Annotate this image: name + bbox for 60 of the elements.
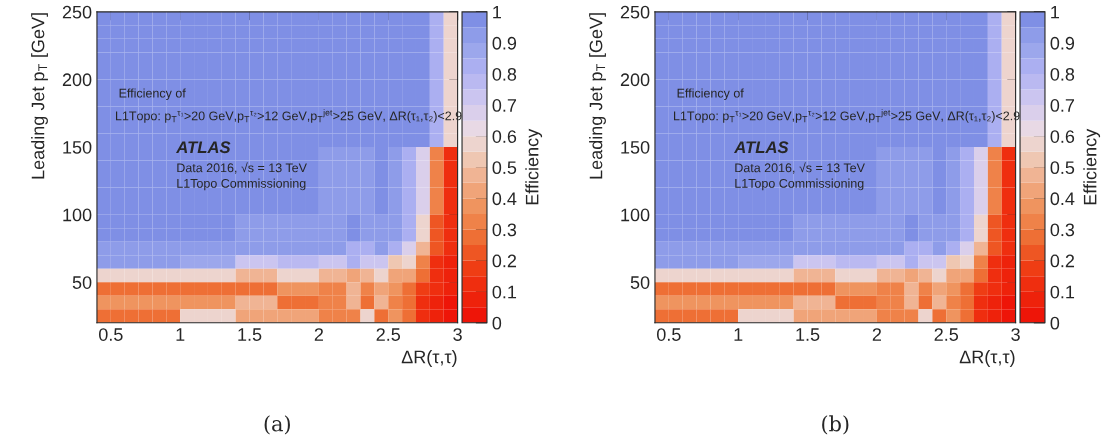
color-bar-label: 0.5 bbox=[1050, 161, 1075, 175]
color-bar-label: 0.2 bbox=[492, 254, 517, 268]
y-axis-title: Leading Jet p$_{T}$ [GeV] bbox=[31, 13, 48, 179]
x-tick-label: 3 bbox=[453, 328, 462, 341]
annotation: Efficiency of bbox=[677, 88, 744, 101]
color-bar-label: 0.4 bbox=[492, 192, 517, 206]
color-bar-label: 0.5 bbox=[492, 161, 517, 175]
color-bar-label: 0.9 bbox=[1050, 36, 1075, 50]
x-axis-title: ΔR(τ,τ) bbox=[401, 350, 457, 367]
x-tick-label: 1.5 bbox=[238, 328, 262, 341]
color-bar-label: 0.7 bbox=[492, 99, 517, 112]
y-tick-label: 200 bbox=[620, 73, 650, 87]
annotation: L1Topo Commissioning bbox=[735, 178, 864, 191]
color-bar-label: 1 bbox=[1051, 5, 1059, 19]
color-bar-title: Efficiency bbox=[525, 128, 543, 205]
annotation: Data 2016, √s = 13 TeV bbox=[735, 162, 865, 174]
y-tick-label: 150 bbox=[63, 140, 92, 154]
y-tick-label: 100 bbox=[63, 208, 92, 222]
x-tick-label: 3 bbox=[1011, 328, 1020, 341]
x-tick-label: 2.5 bbox=[934, 328, 959, 341]
y-tick-label: 250 bbox=[620, 5, 650, 19]
color-bar-label: 0.6 bbox=[1050, 130, 1075, 143]
color-bar-label: 0.3 bbox=[1050, 223, 1075, 237]
color-bar-label: 1 bbox=[493, 5, 501, 19]
color-bar-label: 0.1 bbox=[492, 285, 517, 299]
color-bar-label: 0.8 bbox=[1050, 67, 1075, 81]
x-tick-label: 2 bbox=[872, 328, 882, 341]
x-tick-label: 0.5 bbox=[98, 328, 123, 341]
color-bar-label: 0.9 bbox=[492, 36, 517, 50]
color-bar-label: 0.3 bbox=[492, 223, 517, 237]
color-bar-label: 0.6 bbox=[492, 130, 517, 143]
y-tick-label: 150 bbox=[621, 140, 650, 154]
color-bar-label: 0.2 bbox=[1050, 254, 1075, 268]
x-tick-label: 1 bbox=[734, 328, 743, 341]
color-bar-label: 0.8 bbox=[492, 67, 517, 81]
x-tick-label: 1 bbox=[176, 328, 185, 341]
annotation: ATLAS bbox=[175, 141, 231, 154]
color-bar-label: 0 bbox=[492, 316, 502, 330]
y-axis-title: Leading Jet p$_{T}$ [GeV] bbox=[589, 13, 606, 179]
text: (b) bbox=[822, 415, 849, 435]
color-bar-label: 0.1 bbox=[1050, 285, 1075, 299]
x-tick-label: 1.5 bbox=[796, 328, 820, 341]
color-bar-label: 0.7 bbox=[1050, 99, 1075, 112]
y-tick-label: 50 bbox=[630, 276, 650, 289]
x-tick-label: 0.5 bbox=[656, 328, 681, 341]
color-bar-label: 0.4 bbox=[1050, 192, 1075, 206]
text: (a) bbox=[264, 415, 290, 435]
color-bar-title: Efficiency bbox=[1083, 128, 1101, 205]
annotation: L1Topo Commissioning bbox=[177, 178, 306, 191]
y-tick-label: 250 bbox=[62, 5, 92, 19]
annotation: Data 2016, √s = 13 TeV bbox=[177, 162, 307, 174]
y-tick-label: 200 bbox=[62, 73, 92, 87]
annotation: ATLAS bbox=[733, 141, 789, 154]
y-tick-label: 50 bbox=[72, 276, 92, 289]
x-tick-label: 2.5 bbox=[376, 328, 401, 341]
color-bar-label: 0 bbox=[1050, 316, 1060, 330]
x-tick-label: 2 bbox=[314, 328, 324, 341]
y-tick-label: 100 bbox=[621, 208, 650, 222]
annotation: Efficiency of bbox=[119, 88, 186, 101]
x-axis-title: ΔR(τ,τ) bbox=[959, 350, 1015, 367]
